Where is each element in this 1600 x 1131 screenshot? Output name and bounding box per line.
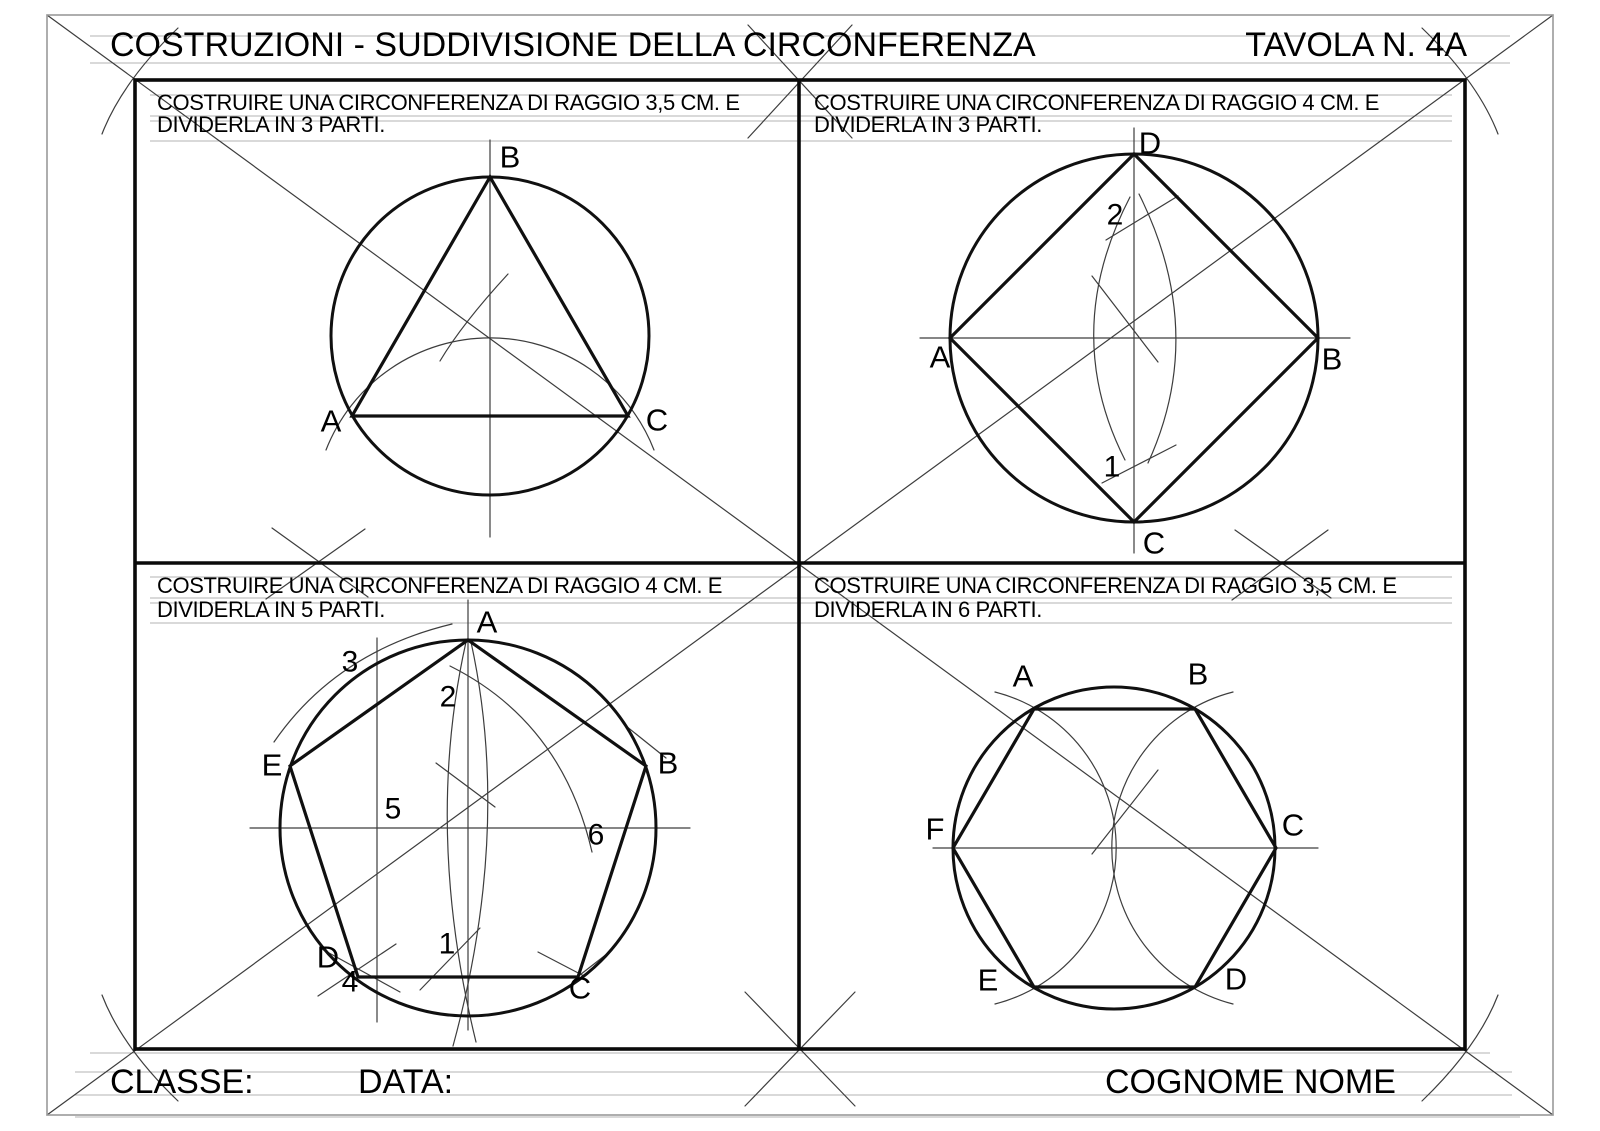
polygon-triangle	[349, 173, 631, 418]
polygon-hexagon	[951, 707, 1278, 989]
vertex-label-b-pentagon: B	[657, 745, 679, 781]
instruction-top-left-1: COSTRUIRE UNA CIRCONFERENZA DI RAGGIO 3,…	[157, 90, 740, 115]
point-label-5-pentagon: 5	[384, 792, 402, 826]
vertex-label-b-triangle: B	[499, 139, 521, 175]
vertex-label-a-triangle: A	[320, 403, 342, 439]
lettering-guidelines	[75, 35, 1520, 1118]
outer-border	[46, 14, 1554, 1116]
point-label-2-square: 2	[1106, 198, 1124, 232]
hexagon-construction	[932, 691, 1319, 1005]
triangle-construction	[325, 139, 655, 538]
vertex-label-c-pentagon: C	[568, 970, 592, 1006]
sheet-frame	[46, 14, 1554, 1116]
footer-data-label: DATA:	[358, 1063, 454, 1101]
instruction-bottom-right-2: DIVIDERLA IN 6 PARTI.	[814, 597, 1042, 622]
instruction-bottom-right-1: COSTRUIRE UNA CIRCONFERENZA DI RAGGIO 3,…	[814, 573, 1397, 598]
instruction-top-right-2: DIVIDERLA IN 3 PARTI.	[814, 112, 1042, 137]
instruction-bottom-left-2: DIVIDERLA IN 5 PARTI.	[157, 597, 385, 622]
corner-arc-tl	[101, 27, 179, 135]
footer-cognome-nome-label: COGNOME NOME	[1105, 1063, 1396, 1101]
vertex-label-e-hexagon: E	[977, 962, 999, 998]
page-title: COSTRUZIONI - SUDDIVISIONE DELLA CIRCONF…	[110, 26, 1036, 64]
figures	[278, 151, 1321, 1018]
vertex-label-a-square: A	[929, 339, 951, 375]
vertex-label-c-square: C	[1142, 525, 1166, 561]
instruction-top-left-2: DIVIDERLA IN 3 PARTI.	[157, 112, 385, 137]
sheet-number: TAVOLA N. 4A	[1245, 26, 1467, 64]
polygon-pentagon	[288, 638, 648, 979]
corner-arc-bl	[101, 994, 179, 1102]
point-label-1-pentagon: 1	[438, 927, 456, 961]
point-label-3-pentagon: 3	[341, 645, 359, 679]
square-construction	[919, 127, 1351, 554]
vertex-label-c-triangle: C	[645, 402, 669, 438]
instruction-bottom-left-1: COSTRUIRE UNA CIRCONFERENZA DI RAGGIO 4 …	[157, 573, 723, 598]
point-label-4-pentagon: 4	[341, 965, 359, 999]
corner-arc-tr	[1421, 27, 1499, 135]
vertex-label-a-hexagon: A	[1012, 658, 1034, 694]
point-label-1-square: 1	[1103, 450, 1121, 484]
vertex-label-b-hexagon: B	[1187, 656, 1209, 692]
vertex-label-e-pentagon: E	[261, 747, 283, 783]
vertex-label-d-hexagon: D	[1224, 961, 1248, 997]
instruction-top-right-1: COSTRUIRE UNA CIRCONFERENZA DI RAGGIO 4 …	[814, 90, 1380, 115]
vertex-label-f-hexagon: F	[925, 811, 945, 847]
point-label-6-pentagon: 6	[587, 818, 605, 852]
pentagon-construction	[249, 599, 691, 1047]
vertex-label-a-pentagon: A	[476, 604, 498, 640]
vertex-label-d-square: D	[1138, 125, 1162, 161]
vertex-label-d-pentagon: D	[316, 939, 340, 975]
vertex-label-c-hexagon: C	[1281, 807, 1305, 843]
corner-arc-br	[1421, 994, 1499, 1102]
point-label-2-pentagon: 2	[439, 680, 457, 714]
vertex-label-b-square: B	[1321, 341, 1343, 377]
polygon-square	[947, 151, 1321, 525]
footer-classe-label: CLASSE:	[110, 1063, 254, 1101]
